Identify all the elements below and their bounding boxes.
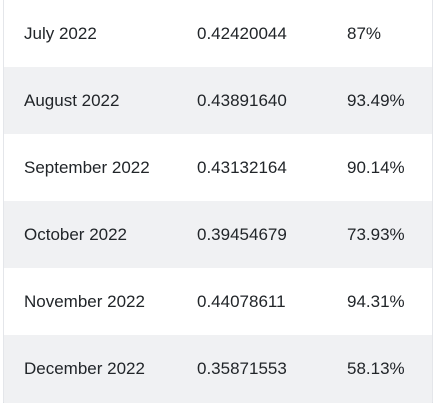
month-cell: December 2022 bbox=[24, 359, 145, 378]
month-cell: November 2022 bbox=[24, 291, 145, 311]
table-row: November 2022 0.44078611 94.31% bbox=[4, 268, 432, 335]
value-cell: 0.43891640 bbox=[197, 90, 287, 110]
value-cell: 0.39454679 bbox=[197, 224, 287, 244]
month-cell: October 2022 bbox=[24, 224, 128, 244]
percent-cell: 94.31% bbox=[347, 291, 405, 311]
month-cell: September 2022 bbox=[24, 157, 150, 177]
percent-cell: 90.14% bbox=[347, 157, 405, 177]
percent-cell: 87% bbox=[347, 23, 382, 43]
month-cell: August 2022 bbox=[24, 90, 120, 110]
month-cell: July 2022 bbox=[24, 23, 97, 43]
value-cell: 0.42420044 bbox=[197, 23, 287, 43]
percent-cell: 73.93% bbox=[347, 224, 405, 244]
value-cell: 0.35871553 bbox=[197, 359, 287, 378]
table-row: September 2022 0.43132164 90.14% bbox=[4, 134, 432, 201]
table-row: December 2022 0.35871553 58.13% bbox=[4, 335, 432, 403]
percent-cell: 58.13% bbox=[347, 359, 405, 378]
table-row: July 2022 0.42420044 87% bbox=[4, 0, 432, 67]
value-cell: 0.43132164 bbox=[197, 157, 287, 177]
value-cell: 0.44078611 bbox=[197, 291, 286, 311]
percent-cell: 93.49% bbox=[347, 90, 405, 110]
data-table: July 2022 0.42420044 87% August 2022 0.4… bbox=[3, 0, 433, 403]
table-row: August 2022 0.43891640 93.49% bbox=[4, 67, 432, 134]
table-row: October 2022 0.39454679 73.93% bbox=[4, 201, 432, 268]
